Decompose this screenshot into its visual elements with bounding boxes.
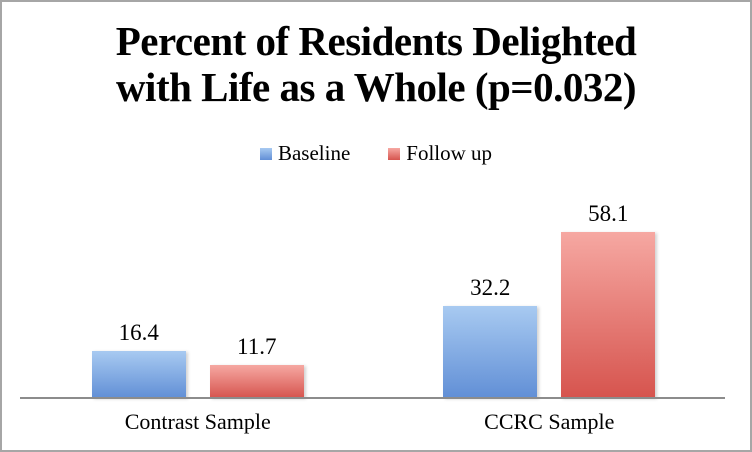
bar-value-label: 11.7 — [237, 334, 277, 359]
bar-baseline-ccrc-sample — [443, 306, 538, 398]
legend: Baseline Follow up — [2, 141, 750, 166]
legend-swatch-baseline — [259, 147, 272, 160]
legend-label-follow-up: Follow up — [406, 141, 493, 165]
plot-area: 16.4 11.7 32.2 58.1 — [22, 198, 725, 398]
legend-swatch-follow-up — [388, 147, 401, 160]
bar-baseline-contrast-sample — [91, 351, 186, 398]
category-axis-labels: Contrast Sample CCRC Sample — [22, 409, 725, 435]
bar-follow-up-contrast-sample — [209, 365, 304, 398]
bar-value-label: 16.4 — [118, 320, 159, 345]
bar-group-ccrc-sample: 32.2 58.1 — [374, 198, 726, 398]
legend-label-baseline: Baseline — [277, 141, 351, 165]
bar-wrap-follow-up-contrast-sample: 11.7 — [209, 334, 304, 398]
chart-title: Percent of Residents Delighted with Life… — [115, 18, 637, 110]
legend-item-follow-up: Follow up — [388, 141, 492, 166]
bar-wrap-follow-up-ccrc-sample: 58.1 — [561, 201, 656, 398]
bar-value-label: 32.2 — [470, 275, 511, 300]
category-label-ccrc-sample: CCRC Sample — [484, 409, 615, 434]
legend-item-baseline: Baseline — [259, 141, 351, 166]
x-axis-line — [20, 397, 725, 399]
bar-group-contrast-sample: 16.4 11.7 — [22, 198, 374, 398]
bar-wrap-baseline-ccrc-sample: 32.2 — [443, 275, 538, 398]
bar-wrap-baseline-contrast-sample: 16.4 — [91, 320, 186, 398]
bar-value-label: 58.1 — [588, 201, 629, 226]
category-label-contrast-sample: Contrast Sample — [124, 409, 271, 434]
bar-follow-up-ccrc-sample — [561, 232, 656, 398]
